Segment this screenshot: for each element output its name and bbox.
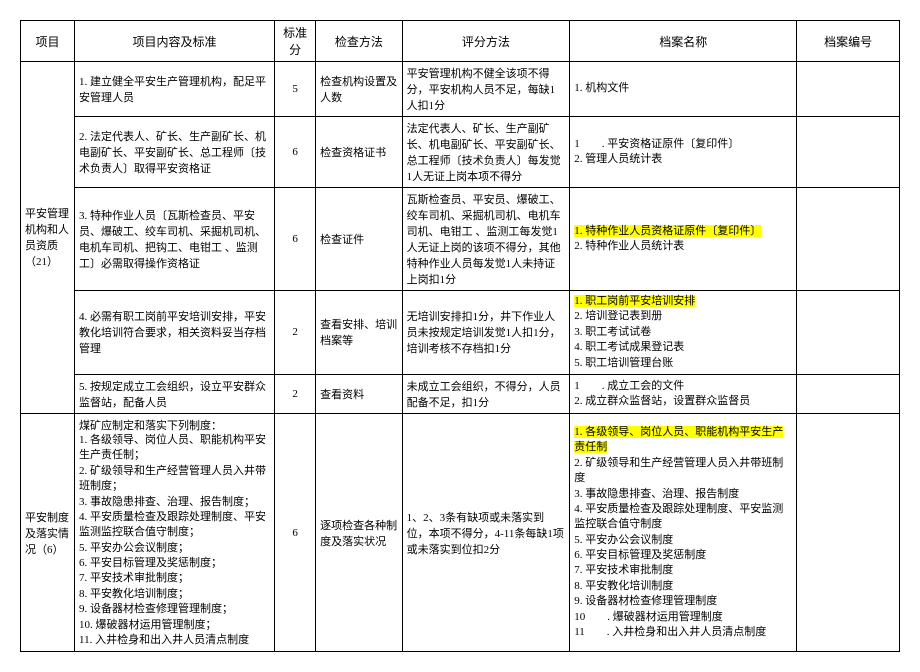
s1r3-archive: 1. 特种作业人员资格证原件〔复印件〕 2. 特种作业人员统计表 [570,188,797,291]
content-item: 3. 事故隐患排查、治理、报告制度； [79,495,270,510]
s2r1-score: 6 [275,413,316,651]
content-item: 9. 设备器材检查修理管理制度； [79,602,270,617]
s1r5-method: 查看资料 [316,374,402,413]
s1r4-eval: 无培训安排扣1分，井下作业人员未按规定培训发觉1人扣1分，培训考核不存档扣1分 [402,291,570,375]
table-row: 平安管理机构和人员资质（21） 1. 建立健全平安生产管理机构，配足平安管理人员… [21,62,900,117]
header-eval: 评分方法 [402,21,570,62]
s1r1-eval: 平安管理机构不健全该项不得分，平安机构人员不足，每缺1人扣1分 [402,62,570,117]
s1r1-archive-no [797,62,900,117]
s2r1-archive-no [797,413,900,651]
header-archive-no: 档案编号 [797,21,900,62]
header-project: 项目 [21,21,75,62]
header-score: 标准分 [275,21,316,62]
section2-title: 平安制度及落实情况（6） [21,413,75,651]
archive-item: 9. 设备器材检查修理管理制度 [574,594,792,609]
table-row: 平安制度及落实情况（6） 煤矿应制定和落实下列制度： 1. 各级领导、岗位人员、… [21,413,900,651]
s1r5-archive-no [797,374,900,413]
archive-item: 1. 各级领导、岗位人员、职能机构平安生产责任制 [574,425,792,456]
s1r3-archive-no [797,188,900,291]
header-content: 项目内容及标准 [75,21,275,62]
content-item: 6. 平安目标管理及奖惩制度； [79,556,270,571]
s1r4-score: 2 [275,291,316,375]
s2r1-archive: 1. 各级领导、岗位人员、职能机构平安生产责任制 2. 矿级领导和生产经营管理人… [570,413,797,651]
archive-item: 8. 平安教化培训制度 [574,579,792,594]
header-method: 检查方法 [316,21,402,62]
content-item: 5. 平安办公会议制度； [79,541,270,556]
archive-item: 1. 机构文件 [574,81,792,96]
s1r1-score: 5 [275,62,316,117]
content-item: 8. 平安教化培训制度； [79,587,270,602]
archive-item: 4. 平安质量检查及跟踪处理制度、平安监测监控联合值守制度 [574,502,792,533]
content-header: 煤矿应制定和落实下列制度： [79,417,270,433]
content-item: 10. 爆破器材运用管理制度； [79,618,270,633]
s1r1-method: 检查机构设置及人数 [316,62,402,117]
archive-item: 3. 职工考试试卷 [574,325,792,340]
content-item: 1. 各级领导、岗位人员、职能机构平安生产责任制； [79,433,270,464]
archive-item: 1. 特种作业人员资格证原件〔复印件〕 [574,224,792,239]
s2r1-eval: 1、2、3条有缺项或未落实到位，本项不得分，4-11条每缺1项或未落实到位扣2分 [402,413,570,651]
s2r1-content: 煤矿应制定和落实下列制度： 1. 各级领导、岗位人员、职能机构平安生产责任制； … [75,413,275,651]
archive-item: 7. 平安技术审批制度 [574,563,792,578]
content-item: 11. 入井检身和出入井人员清点制度 [79,633,270,648]
archive-item: 1. 职工岗前平安培训安排 [574,294,792,309]
standards-table: 项目 项目内容及标准 标准分 检查方法 评分方法 档案名称 档案编号 平安管理机… [20,20,900,652]
s1r5-archive: 1 . 成立工会的文件 2. 成立群众监督站，设置群众监督员 [570,374,797,413]
archive-item: 2. 培训登记表到册 [574,309,792,324]
table-row: 5. 按规定成立工会组织，设立平安群众监督站，配备人员 2 查看资料 未成立工会… [21,374,900,413]
s1r4-archive: 1. 职工岗前平安培训安排 2. 培训登记表到册 3. 职工考试试卷 4. 职工… [570,291,797,375]
s1r3-score: 6 [275,188,316,291]
table-row: 3. 特种作业人员〔瓦斯检查员、平安员、爆破工、绞车司机、采掘机司机、电机车司机… [21,188,900,291]
archive-item: 2. 特种作业人员统计表 [574,239,792,254]
archive-item: 1 . 成立工会的文件 [574,379,792,394]
s1r2-method: 检查资格证书 [316,117,402,188]
s2r1-method: 逐项检查各种制度及落实状况 [316,413,402,651]
s1r2-content: 2. 法定代表人、矿长、生产副矿长、机电副矿长、平安副矿长、总工程师〔技术负责人… [75,117,275,188]
s1r4-content: 4. 必需有职工岗前平安培训安排，平安教化培训符合要求，相关资料妥当存档管理 [75,291,275,375]
s1r5-score: 2 [275,374,316,413]
archive-item: 1 . 平安资格证原件〔复印件〕 [574,137,792,152]
s1r1-content: 1. 建立健全平安生产管理机构，配足平安管理人员 [75,62,275,117]
s1r3-content: 3. 特种作业人员〔瓦斯检查员、平安员、爆破工、绞车司机、采掘机司机、电机车司机… [75,188,275,291]
archive-item: 4. 职工考试成果登记表 [574,340,792,355]
archive-item: 5. 职工培训管理台账 [574,356,792,371]
s1r5-content: 5. 按规定成立工会组织，设立平安群众监督站，配备人员 [75,374,275,413]
content-item: 2. 矿级领导和生产经营管理人员入井带班制度； [79,464,270,495]
s1r5-eval: 未成立工会组织，不得分，人员配备不足，扣1分 [402,374,570,413]
s1r4-method: 查看安排、培训档案等 [316,291,402,375]
archive-item: 2. 成立群众监督站，设置群众监督员 [574,394,792,409]
s1r1-archive: 1. 机构文件 [570,62,797,117]
s1r3-eval: 瓦斯检查员、平安员、爆破工、绞车司机、采掘机司机、电机车司机、电钳工 、监测工每… [402,188,570,291]
s1r2-eval: 法定代表人、矿长、生产副矿长、机电副矿长、平安副矿长、总工程师〔技术负责人〕每发… [402,117,570,188]
s1r3-method: 检查证件 [316,188,402,291]
header-row: 项目 项目内容及标准 标准分 检查方法 评分方法 档案名称 档案编号 [21,21,900,62]
archive-item: 3. 事故隐患排查、治理、报告制度 [574,487,792,502]
s1r2-score: 6 [275,117,316,188]
archive-item: 5. 平安办公会议制度 [574,533,792,548]
table-row: 4. 必需有职工岗前平安培训安排，平安教化培训符合要求，相关资料妥当存档管理 2… [21,291,900,375]
archive-item: 6. 平安目标管理及奖惩制度 [574,548,792,563]
archive-item: 2. 管理人员统计表 [574,152,792,167]
content-item: 4. 平安质量检查及跟踪处理制度、平安监测监控联合值守制度； [79,510,270,541]
content-item: 7. 平安技术审批制度； [79,571,270,586]
s1r2-archive-no [797,117,900,188]
archive-item: 10 . 爆破器材运用管理制度 [574,610,792,625]
section1-title: 平安管理机构和人员资质（21） [21,62,75,414]
archive-item: 11 . 入井检身和出入井人员清点制度 [574,625,792,640]
archive-item: 2. 矿级领导和生产经营管理人员入井带班制度 [574,456,792,487]
s1r2-archive: 1 . 平安资格证原件〔复印件〕 2. 管理人员统计表 [570,117,797,188]
table-row: 2. 法定代表人、矿长、生产副矿长、机电副矿长、平安副矿长、总工程师〔技术负责人… [21,117,900,188]
s1r4-archive-no [797,291,900,375]
header-archive-name: 档案名称 [570,21,797,62]
